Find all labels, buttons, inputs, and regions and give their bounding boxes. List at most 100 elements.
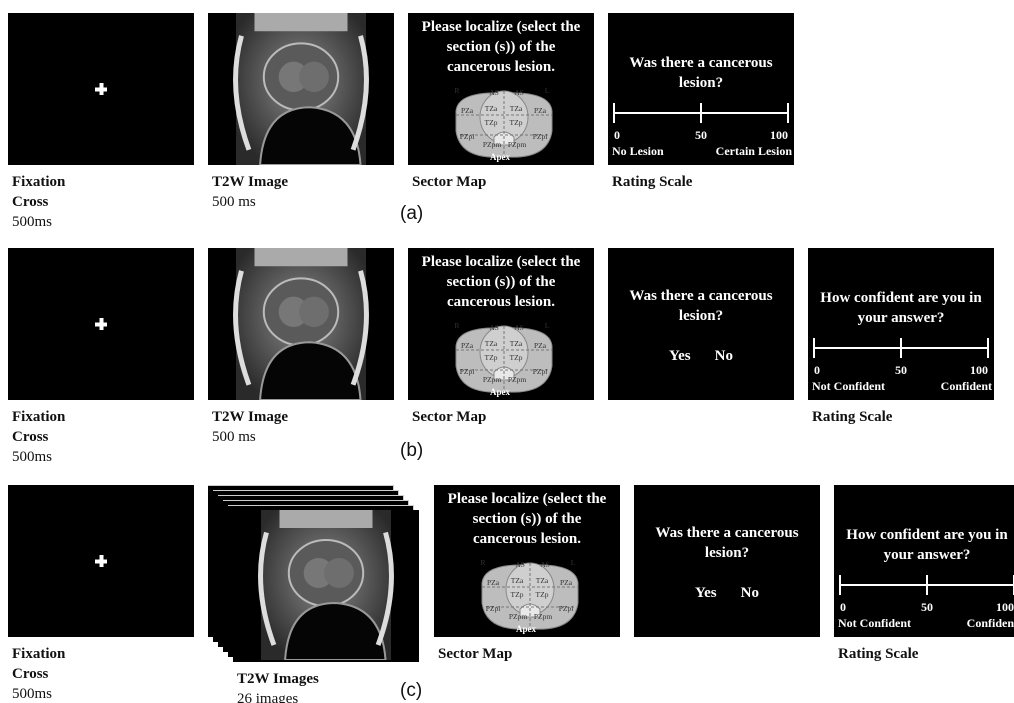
caption: Sector Map [438, 644, 512, 664]
map-label: PZa [461, 106, 474, 115]
map-label: TZp [510, 118, 523, 127]
sector-panel: Please localize (select the section (s))… [408, 248, 594, 400]
map-label: PZpl [533, 132, 548, 141]
image-panel [208, 13, 394, 165]
caption-duration: 26 images [237, 691, 298, 703]
caption-title: Sector Map [412, 174, 486, 190]
map-label: PZpm [508, 140, 527, 149]
map-label: PZpl [460, 132, 475, 141]
map-label: Apex [490, 152, 510, 162]
map-label: PZpm [508, 375, 527, 384]
caption-title: T2W Image [212, 174, 288, 190]
scale-anchor: Confident [967, 616, 1014, 630]
caption-title: T2W Image [212, 409, 288, 425]
prompt: Was there a cancerous lesion? [614, 286, 788, 326]
rating-panel: How confident are you in your answer?050… [834, 485, 1014, 637]
scale-tick-label: 100 [970, 363, 988, 377]
sector-map: RASASLPZaTZaTZaPZaTZpTZpPZplPZplPZpmPZpm… [408, 85, 594, 165]
map-label: Apex [516, 624, 536, 634]
row-label: (b) [400, 440, 423, 462]
prompt: Was there a cancerous lesion? [640, 523, 814, 563]
map-label: TZa [510, 104, 523, 113]
gland [324, 558, 354, 588]
fixation-cross [8, 485, 194, 637]
scale-tick-label: 0 [814, 363, 820, 377]
scale-anchor: Certain Lesion [716, 144, 793, 158]
caption: Rating Scale [838, 644, 918, 664]
map-label: Apex [490, 387, 510, 397]
scale-anchor: Not Confident [812, 379, 885, 393]
scale-tick-label: 50 [695, 128, 707, 142]
map-label: AS [540, 560, 550, 569]
caption-title: Rating Scale [612, 174, 692, 190]
map-label: PZpl [460, 367, 475, 376]
caption: Sector Map [412, 407, 486, 427]
map-label: PZpl [533, 367, 548, 376]
row-label: (c) [400, 680, 422, 702]
map-label: TZp [510, 353, 523, 362]
map-label: PZpm [483, 375, 502, 384]
scale-tick-label: 100 [996, 600, 1014, 614]
map-label: PZpm [483, 140, 502, 149]
map-label: PZpm [534, 612, 553, 621]
scale-tick-label: 0 [614, 128, 620, 142]
caption-title: Rating Scale [838, 646, 918, 662]
option: No [741, 585, 759, 601]
caption: T2W Images 26 images [237, 669, 319, 703]
map-label: TZp [485, 353, 498, 362]
rating-scale: 0 50 100 Not Confident Confident [834, 485, 1014, 637]
options: Yes No [640, 583, 814, 603]
map-label: R [454, 86, 459, 95]
caption-title: Sector Map [412, 409, 486, 425]
fixation-cross [8, 13, 194, 165]
caption-title: Sector Map [438, 646, 512, 662]
scale-tick-label: 50 [895, 363, 907, 377]
caption-duration: 500ms [12, 214, 52, 230]
top-fat [255, 13, 348, 31]
caption-duration: 500 ms [212, 429, 256, 445]
option: No [715, 348, 733, 364]
map-label: AS [489, 88, 499, 97]
map-label: L [545, 86, 550, 95]
scale-tick-label: 0 [840, 600, 846, 614]
map-label: TZp [485, 118, 498, 127]
sector-panel: Please localize (select the section (s))… [408, 13, 594, 165]
map-label: PZpl [486, 604, 501, 613]
caption: FixationCross500ms [12, 407, 65, 467]
map-label: R [454, 321, 459, 330]
caption: T2W Image 500 ms [212, 407, 288, 447]
map-label: TZa [510, 339, 523, 348]
prompt: Please localize (select the section (s))… [440, 489, 614, 549]
option: Yes [695, 585, 717, 601]
map-label: AS [514, 323, 524, 332]
caption-title: Cross [12, 429, 48, 445]
caption-duration: 500ms [12, 686, 52, 702]
caption-title: Fixation [12, 409, 65, 425]
image-panel [208, 248, 394, 400]
prompt: Please localize (select the section (s))… [414, 17, 588, 77]
top-fat [280, 510, 373, 528]
map-label: AS [515, 560, 525, 569]
mri-image [208, 13, 394, 165]
gland [299, 297, 329, 327]
caption: Rating Scale [612, 172, 692, 192]
gland [299, 62, 329, 92]
figure: (a)FixationCross500msT2W Image500 msPlea… [0, 0, 1014, 703]
map-label: TZa [536, 576, 549, 585]
scale-anchor: Not Confident [838, 616, 911, 630]
map-label: PZa [560, 578, 573, 587]
scale-tick-label: 50 [921, 600, 933, 614]
scale-anchor: No Lesion [612, 144, 664, 158]
caption-title: Fixation [12, 646, 65, 662]
sector-panel: Please localize (select the section (s))… [434, 485, 620, 637]
map-label: TZp [536, 590, 549, 599]
cross-bar [100, 83, 104, 95]
caption-title: T2W Images [237, 671, 319, 687]
caption-title: Cross [12, 666, 48, 682]
